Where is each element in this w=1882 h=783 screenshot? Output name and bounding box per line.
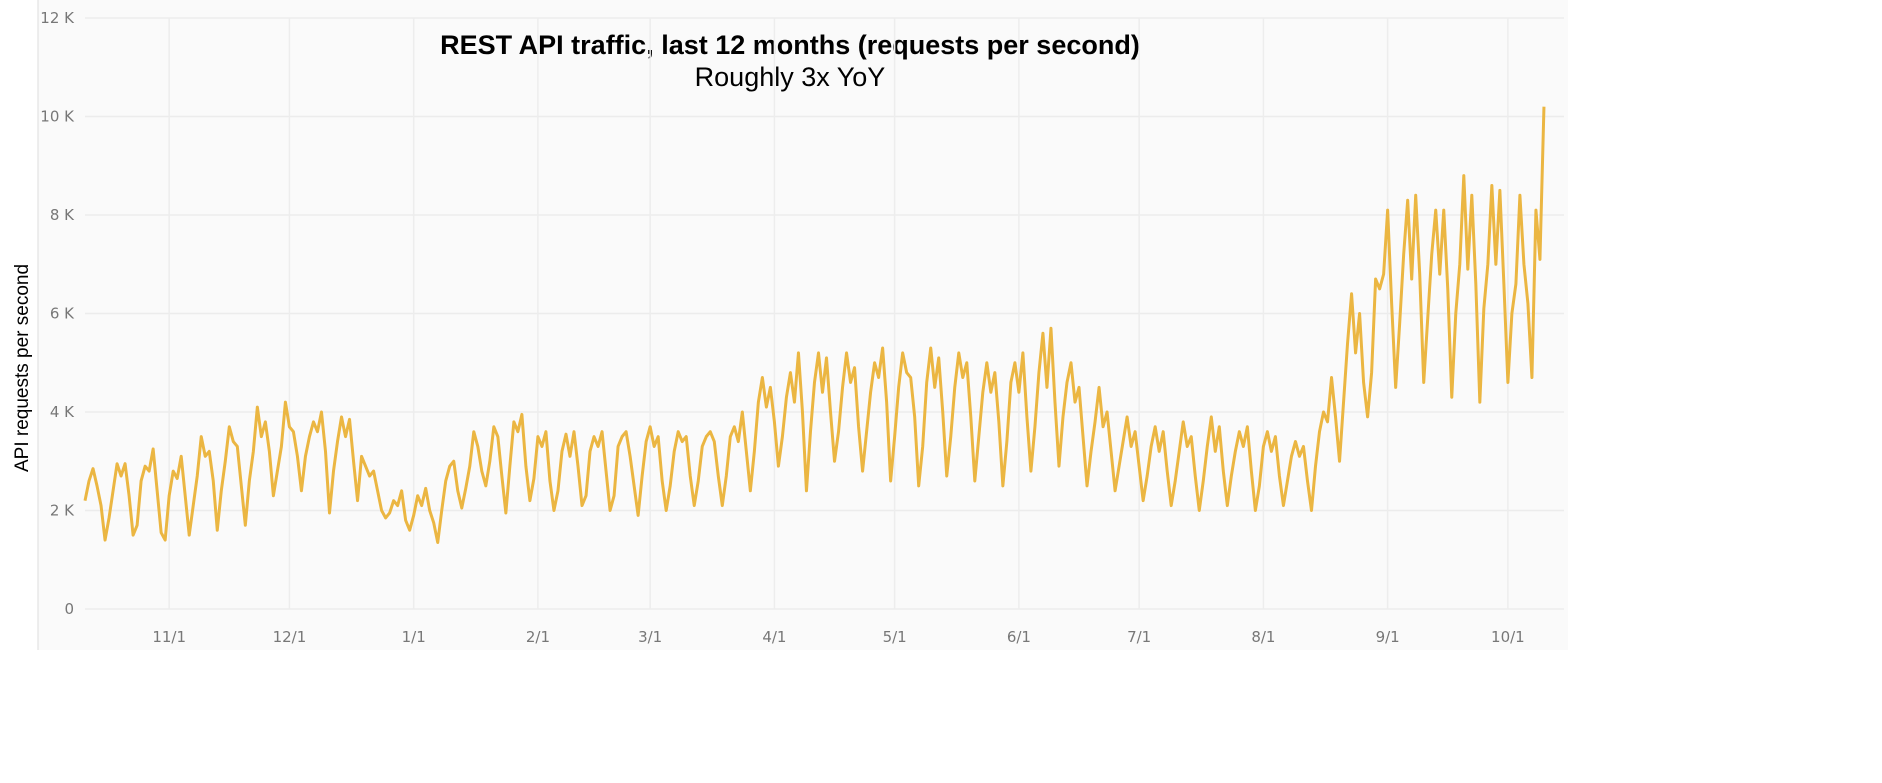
data-line <box>83 106 1546 545</box>
y-tick-label: 2 K <box>50 502 75 520</box>
y-tick-label: 0 <box>64 600 74 618</box>
x-tick-label: 8/1 <box>1251 628 1275 646</box>
x-tick-label: 2/1 <box>526 628 550 646</box>
x-tick-label: 3/1 <box>638 628 662 646</box>
x-tick-label: 9/1 <box>1376 628 1400 646</box>
y-tick-label: 8 K <box>50 206 75 224</box>
y-tick-label: 10 K <box>40 108 75 126</box>
x-tick-label: 11/1 <box>152 628 186 646</box>
x-tick-label: 1/1 <box>402 628 426 646</box>
x-tick-label: 12/1 <box>273 628 307 646</box>
x-tick-label: 6/1 <box>1007 628 1031 646</box>
chart-subtitle: Roughly 3x YoY <box>695 62 886 92</box>
chart-title: REST API traffic, last 12 months (reques… <box>440 30 1140 60</box>
x-tick-label: 10/1 <box>1491 628 1525 646</box>
y-tick-label: 12 K <box>40 9 75 27</box>
x-tick-label: 4/1 <box>762 628 786 646</box>
y-axis-label: API requests per second <box>12 264 33 472</box>
y-tick-label: 6 K <box>50 305 75 323</box>
x-tick-label: 7/1 <box>1127 628 1151 646</box>
y-tick-label: 4 K <box>50 403 75 421</box>
x-tick-label: 5/1 <box>883 628 907 646</box>
plot-background <box>38 0 1568 650</box>
